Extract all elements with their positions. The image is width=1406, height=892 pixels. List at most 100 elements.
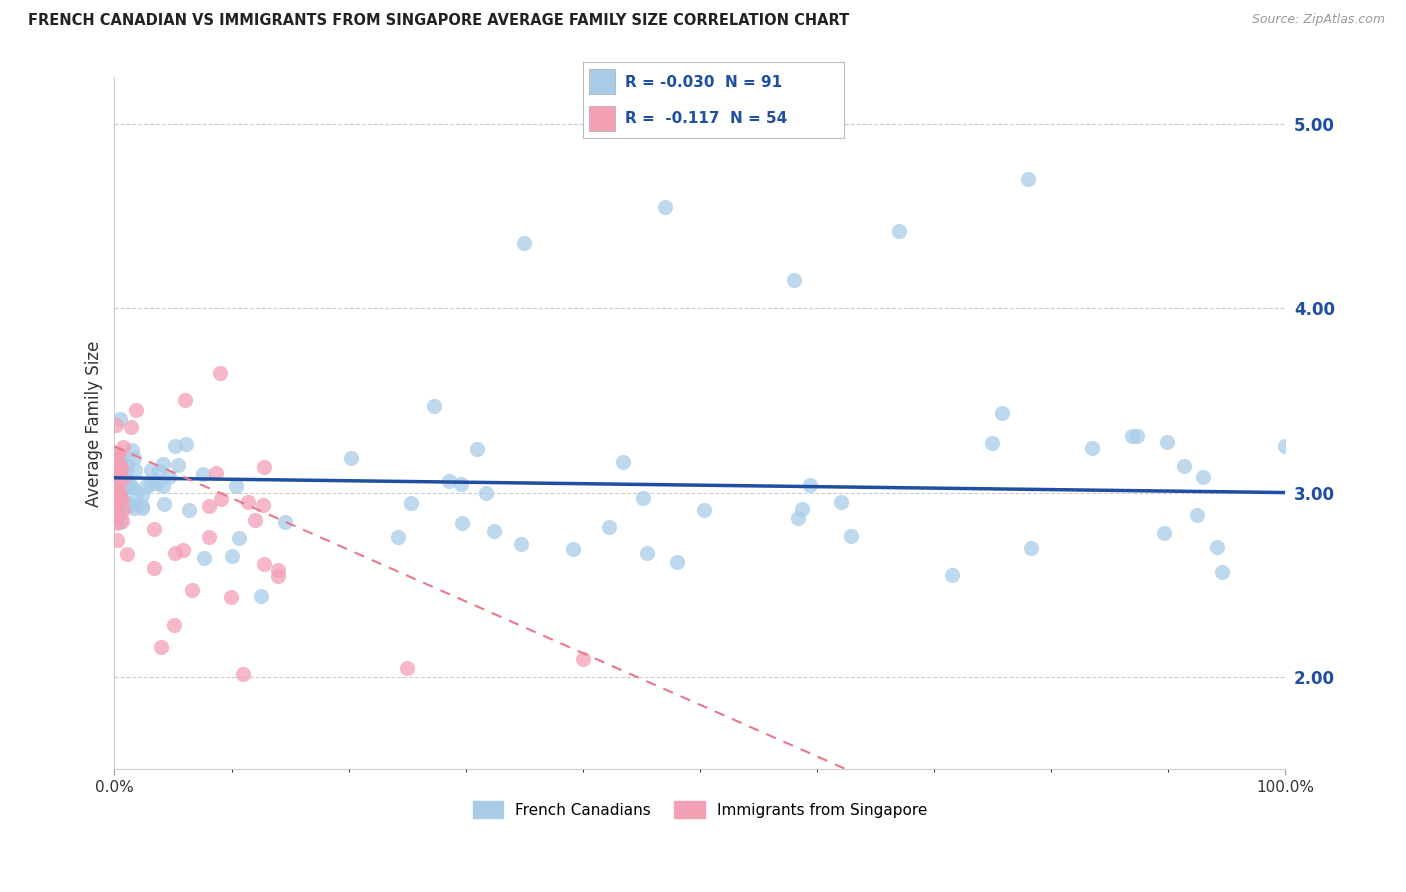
Point <box>792 501 814 516</box>
Point <box>193 550 215 565</box>
Point <box>167 458 190 473</box>
Point <box>152 479 174 493</box>
Point <box>209 491 232 506</box>
Point <box>612 455 634 469</box>
Point <box>120 498 142 512</box>
Point <box>165 439 187 453</box>
Point <box>107 494 129 508</box>
Point <box>105 448 128 462</box>
Point <box>267 568 290 582</box>
Point <box>104 508 127 523</box>
Point <box>191 467 214 482</box>
Point <box>131 499 153 513</box>
Point <box>110 451 132 466</box>
Point <box>174 437 197 451</box>
Point <box>104 417 127 432</box>
Point <box>636 546 658 560</box>
Point <box>115 480 138 494</box>
Point <box>110 452 132 467</box>
Point <box>513 236 536 251</box>
Point <box>1187 508 1209 522</box>
Point <box>110 474 132 488</box>
Point <box>131 488 153 502</box>
Point <box>105 464 128 478</box>
Point <box>104 478 127 492</box>
Point <box>665 555 688 569</box>
Point <box>786 511 808 525</box>
Point <box>1126 429 1149 443</box>
Point <box>110 467 132 481</box>
Point <box>121 480 143 494</box>
Point <box>111 492 134 507</box>
Point <box>399 496 422 510</box>
Point <box>253 459 276 474</box>
Point <box>450 477 472 491</box>
Point <box>236 495 259 509</box>
Point <box>139 477 162 491</box>
Point <box>163 618 186 632</box>
Point <box>1211 565 1233 579</box>
Point <box>104 480 127 494</box>
Point <box>112 481 135 495</box>
Point <box>439 474 461 488</box>
Point <box>139 463 162 477</box>
Point <box>157 470 180 484</box>
Point <box>180 583 202 598</box>
Point <box>121 420 143 434</box>
Y-axis label: Average Family Size: Average Family Size <box>86 340 103 507</box>
Point <box>105 495 128 509</box>
Point <box>110 472 132 486</box>
Point <box>1206 541 1229 555</box>
Legend: French Canadians, Immigrants from Singapore: French Canadians, Immigrants from Singap… <box>467 795 934 824</box>
Point <box>1173 458 1195 473</box>
Point <box>482 524 505 538</box>
Point <box>633 491 655 505</box>
Point <box>107 491 129 506</box>
Point <box>115 548 138 562</box>
Point <box>253 557 276 571</box>
FancyBboxPatch shape <box>589 105 614 130</box>
Point <box>131 500 153 515</box>
Point <box>250 589 273 603</box>
Point <box>115 458 138 472</box>
Point <box>509 537 531 551</box>
Point <box>111 440 134 454</box>
Text: FRENCH CANADIAN VS IMMIGRANTS FROM SINGAPORE AVERAGE FAMILY SIZE CORRELATION CHA: FRENCH CANADIAN VS IMMIGRANTS FROM SINGA… <box>28 13 849 29</box>
Text: R =  -0.117  N = 54: R = -0.117 N = 54 <box>626 111 787 126</box>
Point <box>110 483 132 497</box>
Point <box>598 520 620 534</box>
Point <box>887 223 910 237</box>
Point <box>692 503 714 517</box>
Point <box>152 457 174 471</box>
Point <box>1121 429 1143 443</box>
Point <box>110 462 132 476</box>
Point <box>1153 526 1175 541</box>
Point <box>142 561 165 575</box>
Point <box>561 541 583 556</box>
Point <box>104 475 127 489</box>
Point <box>225 479 247 493</box>
Point <box>122 501 145 516</box>
Point <box>1080 441 1102 455</box>
Point <box>273 515 295 529</box>
Point <box>163 546 186 560</box>
Point <box>799 478 821 492</box>
Point <box>423 399 446 413</box>
Point <box>1017 172 1039 186</box>
Point <box>232 666 254 681</box>
Point <box>782 273 804 287</box>
Point <box>839 529 862 543</box>
Point <box>205 466 228 480</box>
Point <box>124 486 146 500</box>
Point <box>387 531 409 545</box>
Point <box>221 549 243 563</box>
Point <box>110 508 132 522</box>
Point <box>104 516 127 530</box>
Point <box>107 458 129 472</box>
Point <box>173 393 195 408</box>
Point <box>1019 541 1042 555</box>
Point <box>177 503 200 517</box>
Point <box>654 200 676 214</box>
Point <box>110 491 132 505</box>
Point <box>450 516 472 530</box>
